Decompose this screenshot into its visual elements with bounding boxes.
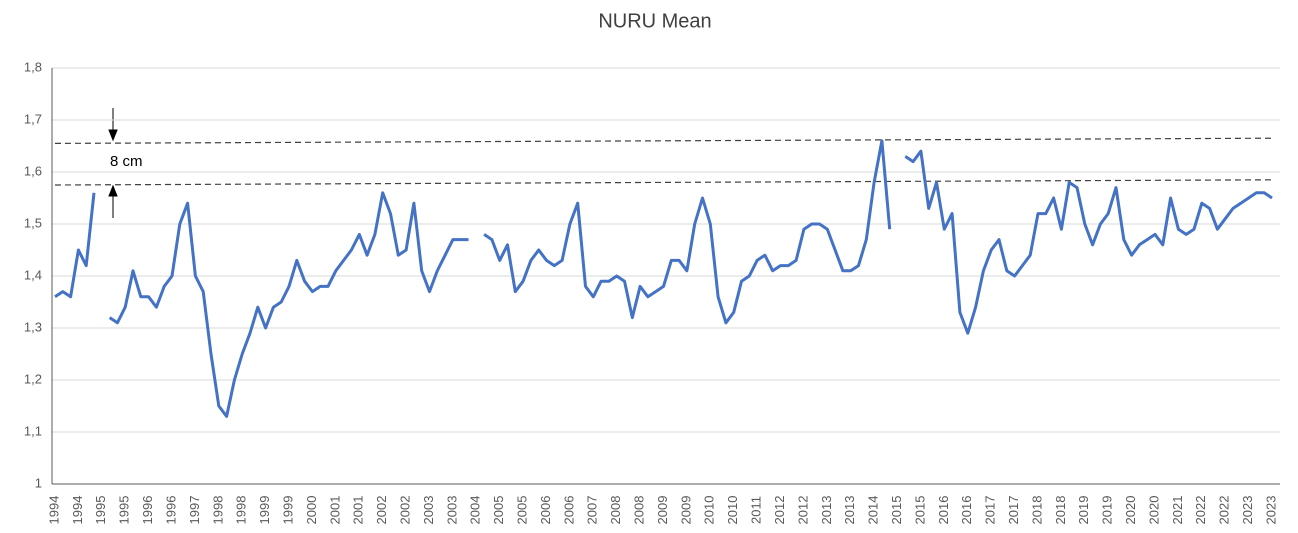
x-tick-label: 2012 [795,496,810,525]
x-tick-label: 2007 [585,496,600,525]
x-tick-label: 2017 [1006,496,1021,525]
x-tick-label: 2015 [912,496,927,525]
x-tick-label: 2006 [538,496,553,525]
x-tick-label: 2013 [842,496,857,525]
x-tick-label: 2008 [632,496,647,525]
x-tick-label: 2023 [1263,496,1278,525]
x-tick-label: 2010 [702,496,717,525]
x-tick-label: 2001 [351,496,366,525]
y-tick-label: 1 [35,475,42,490]
x-tick-label: 2013 [819,496,834,525]
x-tick-label: 2018 [1029,496,1044,525]
x-tick-label: 2022 [1193,496,1208,525]
x-tick-label: 1997 [187,496,202,525]
x-tick-label: 2019 [1100,496,1115,525]
x-tick-label: 2016 [936,496,951,525]
x-tick-label: 1995 [117,496,132,525]
x-tick-label: 2000 [304,496,319,525]
x-tick-label: 2017 [983,496,998,525]
x-tick-label: 2020 [1123,496,1138,525]
x-tick-label: 1994 [46,496,61,525]
x-tick-label: 2021 [1170,496,1185,525]
x-tick-label: 1999 [257,496,272,525]
x-tick-label: 2004 [468,496,483,525]
x-tick-label: 2002 [374,496,389,525]
arrows [108,108,118,218]
reference-line [54,137,1276,144]
x-tick-label: 1996 [140,496,155,525]
y-tick-label: 1,8 [24,59,42,74]
x-tick-label: 2012 [772,496,787,525]
x-tick-label: 2023 [1240,496,1255,525]
x-tick-label: 1998 [210,496,225,525]
y-tick-label: 1,6 [24,163,42,178]
x-tick-label: 1994 [70,496,85,525]
reference-line [54,179,1276,186]
x-tick-label: 2014 [866,496,881,525]
x-tick-label: 2005 [515,496,530,525]
x-tick-label: 2002 [397,496,412,525]
x-tick-label: 1995 [93,496,108,525]
y-tick-label: 1,4 [24,267,42,282]
x-tick-label: 2011 [749,496,764,524]
y-tick-label: 1,7 [24,111,42,126]
x-tick-label: 2016 [959,496,974,525]
x-tick-label: 2008 [608,496,623,525]
y-tick-label: 1,5 [24,215,42,230]
x-tick-label: 2005 [491,496,506,525]
y-tick-label: 1,2 [24,371,42,386]
x-tick-label: 2019 [1076,496,1091,525]
y-tick-label: 1,3 [24,319,42,334]
x-tick-label: 2003 [421,496,436,525]
annotation: 8 cm [110,153,143,170]
chart-title: NURU Mean [598,10,711,32]
x-tick-label: 2018 [1053,496,1068,525]
x-tick-label: 2003 [444,496,459,525]
x-tick-label: 2020 [1146,496,1161,525]
x-tick-label: 1999 [280,496,295,525]
x-tick-label: 2006 [561,496,576,525]
x-tick-label: 2010 [725,496,740,525]
data-line [54,139,1273,418]
y-tick-label: 1,1 [24,423,42,438]
x-tick-label: 2009 [678,496,693,525]
x-tick-label: 1996 [163,496,178,525]
x-tick-label: 2009 [655,496,670,525]
x-tick-label: 2015 [889,496,904,525]
x-tick-label: 2001 [327,496,342,525]
x-tick-label: 2022 [1217,496,1232,525]
x-tick-label: 1998 [234,496,249,525]
